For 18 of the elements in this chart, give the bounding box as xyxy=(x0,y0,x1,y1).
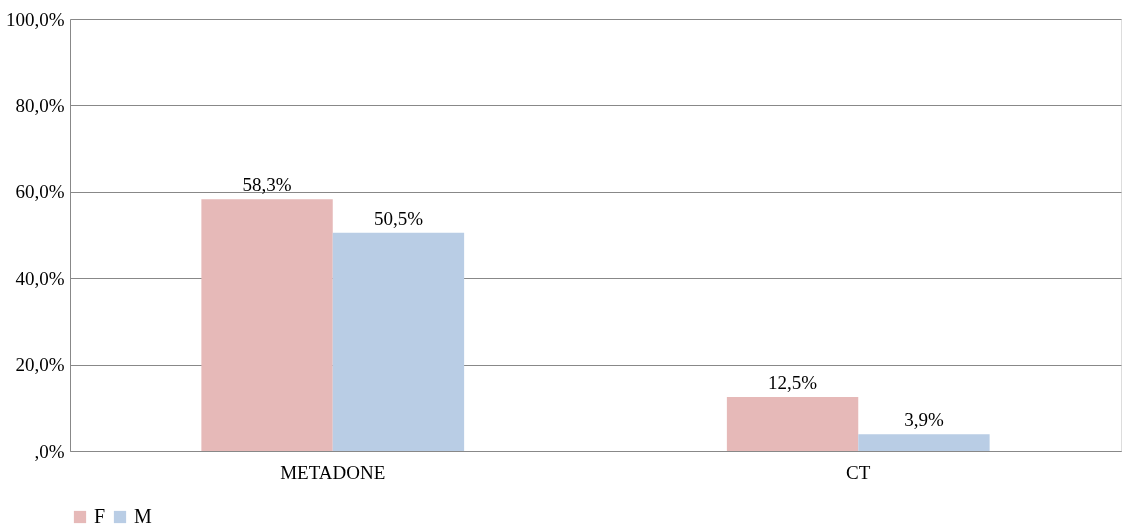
x-tick-label: CT xyxy=(846,461,871,483)
data-label: 50,5% xyxy=(373,207,424,229)
x-tick-label: METADONE xyxy=(280,461,386,483)
y-tick-label: ,0% xyxy=(34,440,65,462)
bar xyxy=(726,397,859,451)
bar xyxy=(201,199,333,451)
data-label: 58,3% xyxy=(242,174,292,196)
bar xyxy=(858,434,990,451)
y-tick-label: 100,0% xyxy=(5,8,65,30)
bar xyxy=(332,232,465,451)
y-tick-label: 60,0% xyxy=(15,181,65,203)
y-tick-label: 80,0% xyxy=(15,94,65,116)
legend-label: M xyxy=(134,505,152,527)
legend-label: F xyxy=(94,505,106,527)
data-label: 3,9% xyxy=(904,409,944,431)
y-tick-label: 20,0% xyxy=(15,354,65,376)
data-label: 12,5% xyxy=(768,372,818,393)
y-tick-label: 40,0% xyxy=(15,267,65,289)
